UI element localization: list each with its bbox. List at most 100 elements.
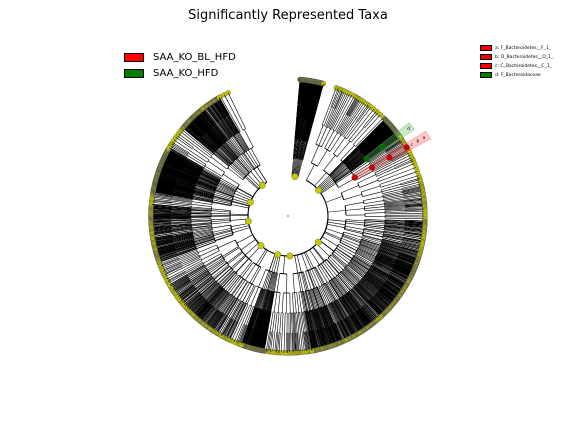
branch (343, 231, 363, 238)
branch (343, 318, 354, 337)
branch (341, 270, 356, 286)
branch (316, 287, 325, 306)
branch (329, 256, 344, 270)
branch (384, 226, 405, 229)
branch (280, 332, 283, 353)
branch (338, 243, 356, 254)
branch (357, 105, 370, 123)
branch (173, 280, 191, 292)
branch (231, 322, 241, 341)
branch (346, 317, 357, 335)
branch (336, 322, 346, 341)
branch (191, 218, 212, 220)
branch (292, 332, 294, 353)
branch (399, 175, 419, 182)
branch (265, 331, 270, 352)
branch (330, 324, 339, 344)
branch (317, 329, 324, 349)
branch (309, 289, 316, 310)
branch (404, 223, 425, 225)
branch (404, 225, 425, 228)
branch (318, 328, 325, 349)
branch (360, 280, 376, 294)
branch (343, 294, 357, 312)
branch (201, 250, 220, 261)
branch (204, 165, 223, 177)
branch (340, 117, 353, 135)
branch (154, 241, 174, 247)
branch (307, 270, 315, 289)
branch (213, 314, 225, 332)
branch (312, 330, 317, 351)
branch (154, 240, 174, 246)
branch (346, 293, 360, 310)
branch (151, 208, 172, 210)
branch (191, 220, 212, 223)
branch (384, 222, 405, 225)
branch (376, 254, 396, 264)
branch (397, 257, 417, 266)
branch (358, 281, 374, 296)
branch (174, 240, 195, 246)
branch (326, 259, 340, 274)
branch (152, 194, 173, 198)
branch (262, 290, 269, 310)
branch (191, 219, 212, 222)
branch (224, 319, 235, 338)
branch (300, 120, 305, 141)
branch (170, 145, 188, 157)
branch (374, 259, 393, 269)
branch (205, 256, 223, 268)
branch (239, 282, 250, 301)
branch (320, 328, 327, 348)
branch (173, 234, 193, 240)
branch (322, 262, 335, 278)
branch (193, 300, 208, 316)
branch (345, 317, 357, 336)
branch (274, 312, 278, 333)
branch (344, 268, 360, 283)
branch (364, 220, 385, 223)
branch (199, 247, 219, 257)
branch (172, 278, 190, 291)
branch (340, 320, 351, 339)
branch (293, 139, 297, 159)
branch (294, 255, 299, 274)
branch (296, 332, 299, 353)
branch (338, 274, 352, 290)
branch (297, 140, 302, 159)
branch (174, 240, 195, 247)
branch (356, 283, 372, 299)
branch (223, 273, 238, 290)
branch (187, 155, 206, 167)
branch (298, 292, 302, 313)
branch (322, 306, 331, 326)
branch (222, 272, 237, 288)
branch (325, 228, 344, 235)
branch (191, 211, 212, 214)
branch (350, 260, 368, 273)
branch (154, 241, 175, 248)
branch (383, 137, 401, 150)
branch (185, 293, 201, 308)
branch (244, 242, 259, 256)
branch (355, 310, 368, 328)
branch (362, 306, 376, 323)
branch (193, 232, 214, 239)
branch (345, 294, 358, 311)
branch (294, 332, 297, 353)
branch (358, 246, 378, 255)
branch (307, 310, 312, 331)
branch (258, 269, 267, 288)
branch (230, 254, 246, 269)
branch (171, 208, 192, 211)
branch (241, 262, 254, 278)
branch (351, 258, 369, 271)
branch (192, 271, 210, 284)
branch (344, 318, 355, 337)
branch (210, 288, 224, 304)
branch (266, 271, 273, 291)
branch (156, 249, 177, 257)
branch (398, 253, 418, 261)
branch (384, 210, 405, 212)
